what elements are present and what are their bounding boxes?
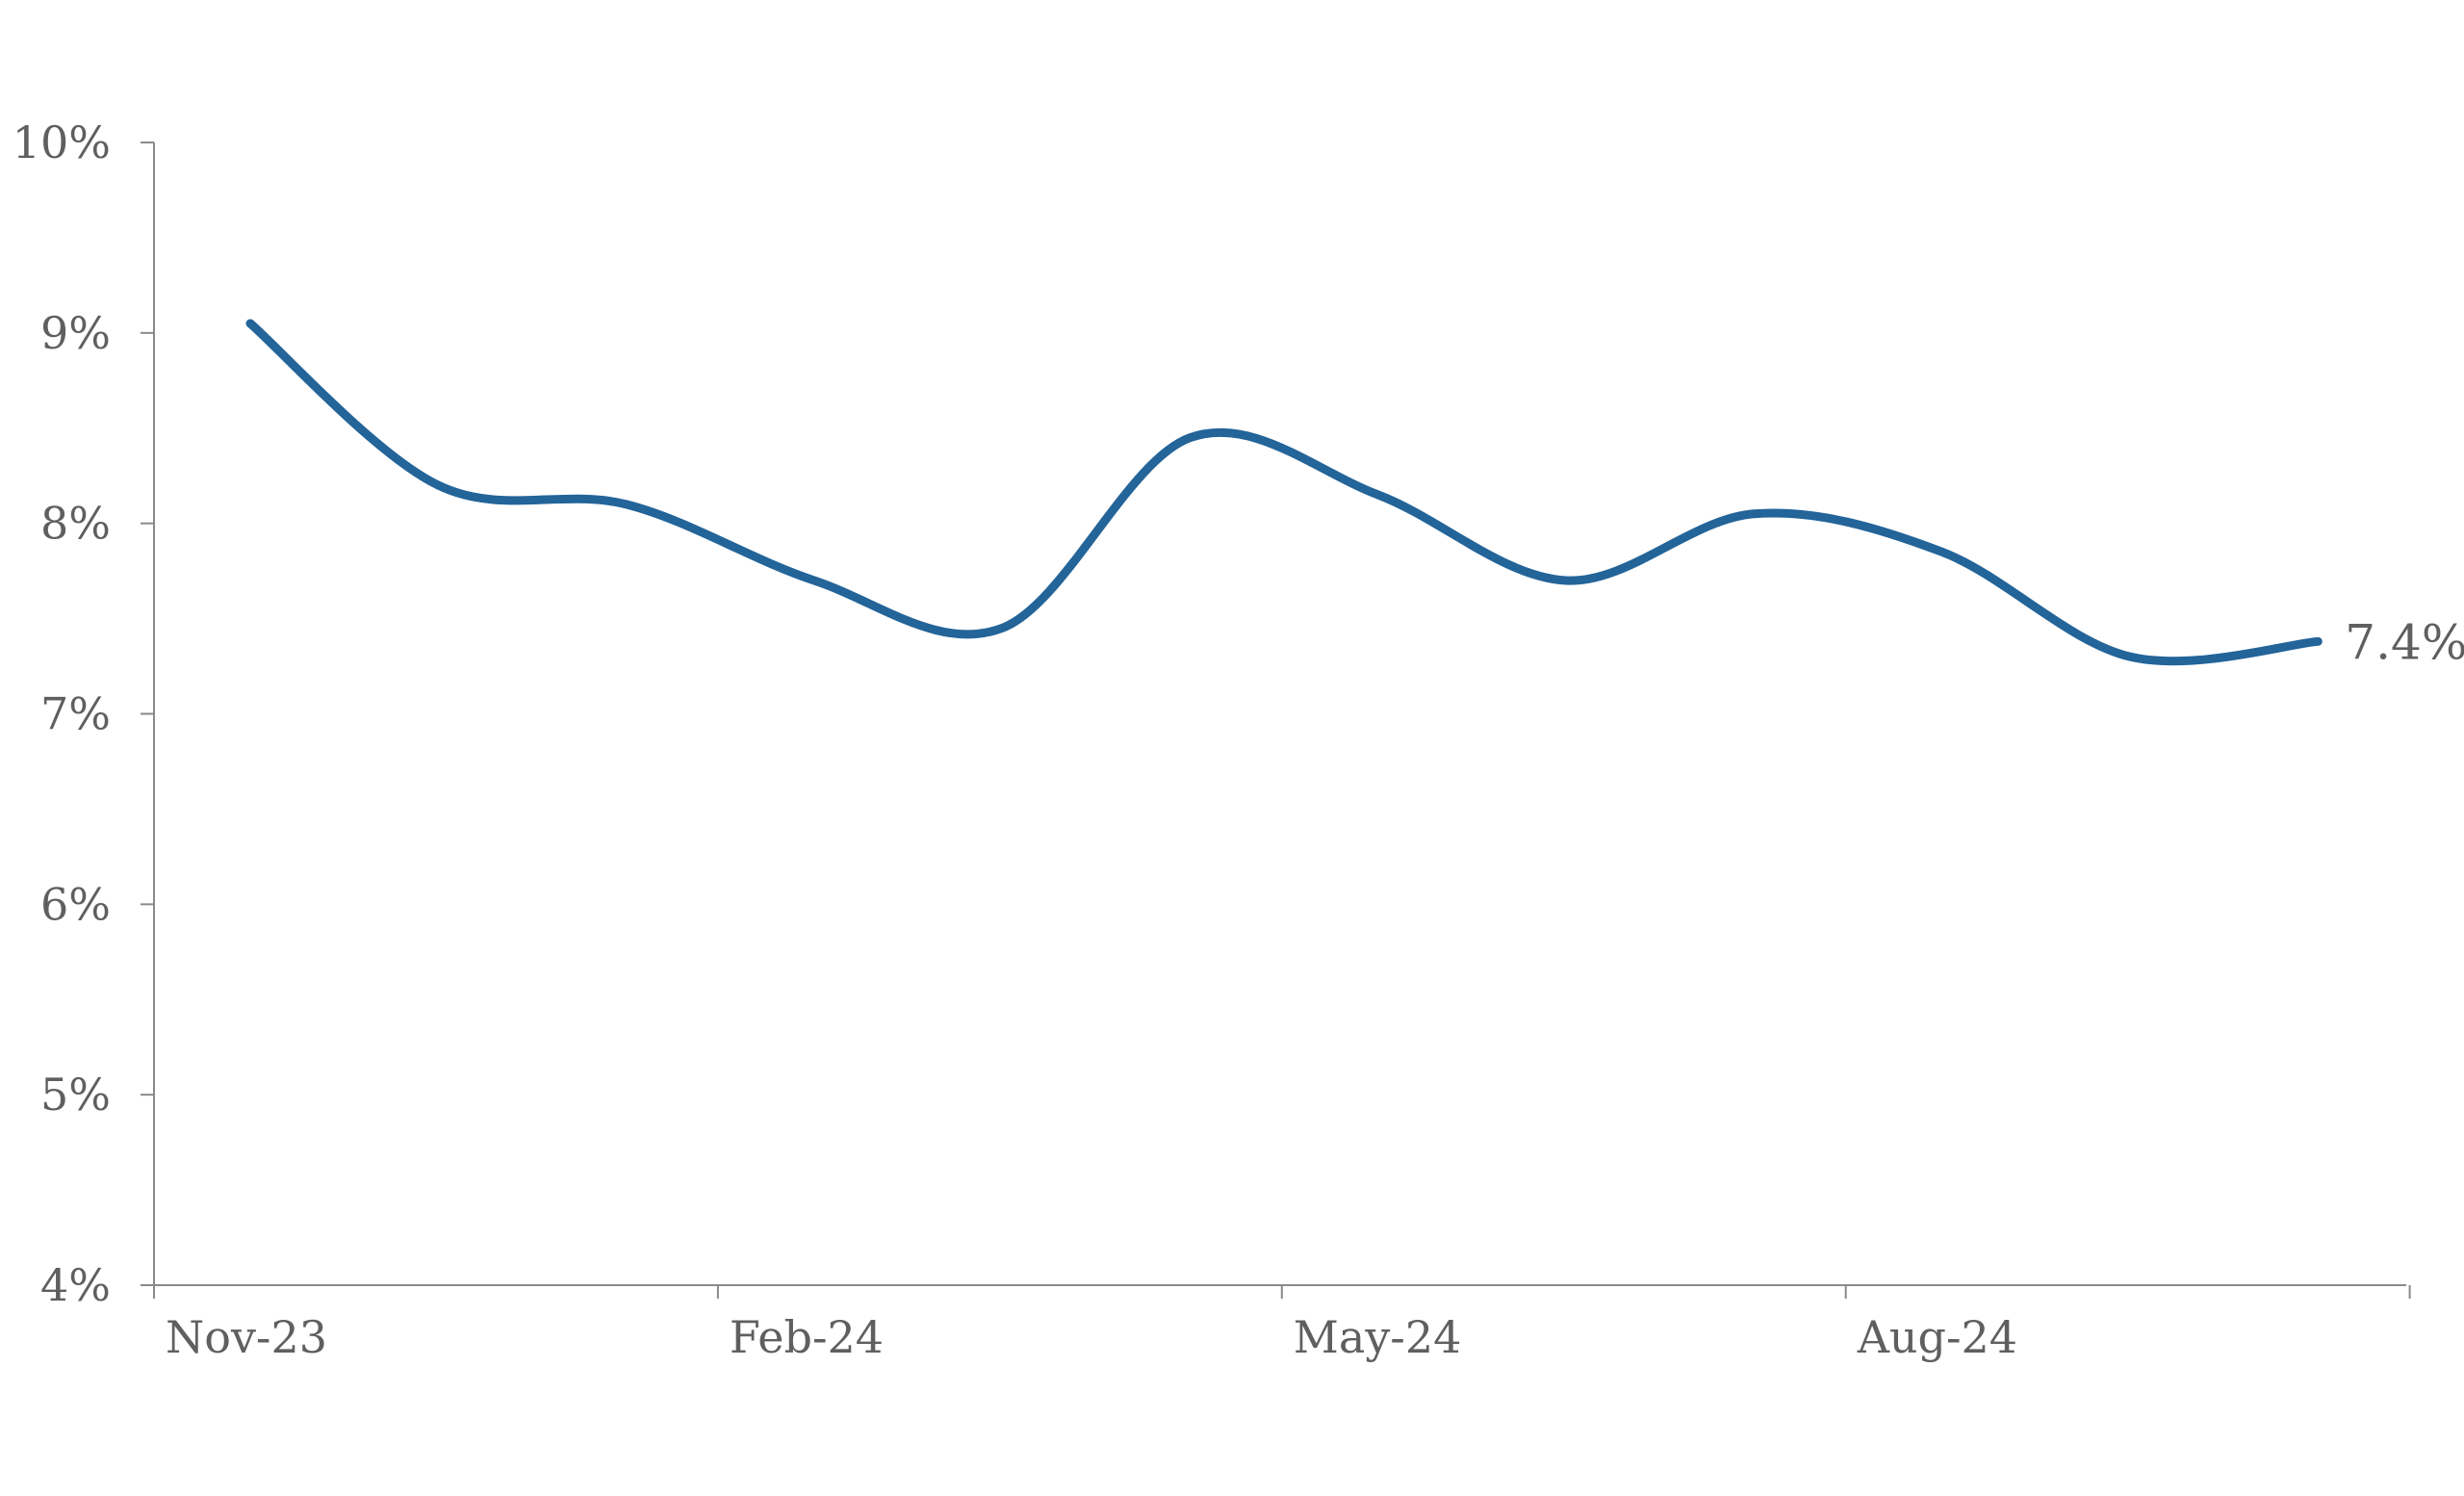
x-tick-label: May-24 [1294, 1311, 1462, 1363]
y-tick-label: 5% [40, 1069, 111, 1121]
x-axis-ticks: Nov-23 Feb-24 May-24 Aug-24 [153, 1285, 2411, 1363]
y-tick-label: 8% [40, 498, 111, 550]
y-tick-label: 6% [40, 878, 111, 930]
x-tick-label: Nov-23 [166, 1311, 327, 1363]
end-value-label: 7.4% [2345, 614, 2464, 670]
y-tick-label: 10% [13, 116, 111, 168]
series-group [245, 319, 2323, 666]
x-tick-label: Aug-24 [1857, 1311, 2017, 1363]
y-tick-label: 9% [40, 307, 111, 359]
y-tick-label: 4% [40, 1259, 111, 1311]
x-tick-label: Feb-24 [730, 1311, 884, 1363]
y-tick-label: 7% [40, 688, 111, 740]
series-line [245, 319, 2323, 666]
y-axis-ticks: 4% 5% 6% 7% 8% 9% 10% [13, 116, 154, 1311]
axes [153, 142, 2406, 1299]
